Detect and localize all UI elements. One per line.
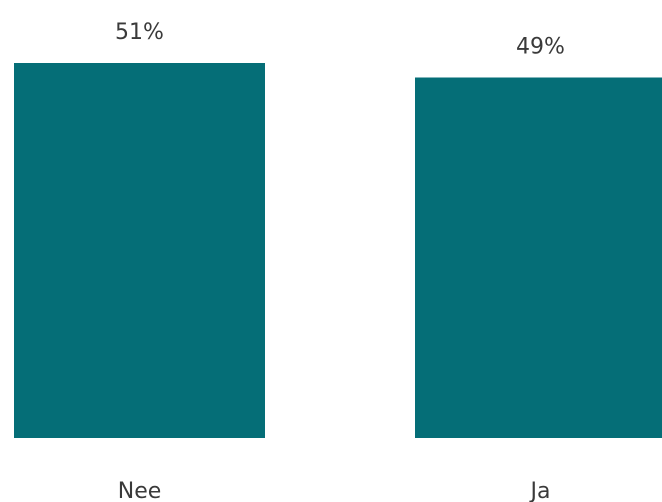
data-labels-group: 51% 49% [115,20,565,60]
x-tick-label-ja: Ja [529,479,551,502]
data-label-nee: 51% [115,20,164,45]
bar-ja [415,77,662,439]
bar-nee [14,63,265,438]
x-tick-label-nee: Nee [118,479,162,502]
data-label-ja: 49% [516,35,565,60]
bars-group [14,63,662,439]
x-axis-tick-labels: Nee Ja [118,479,551,502]
